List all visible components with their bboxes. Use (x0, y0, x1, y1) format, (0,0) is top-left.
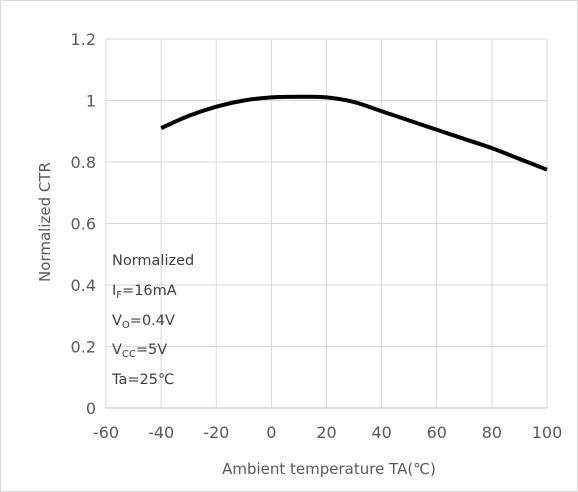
x-tick-label: 60 (427, 423, 447, 442)
annotation-line-5: Ta=25℃ (111, 372, 174, 388)
x-axis-title: Ambient temperature TA(℃) (222, 460, 436, 478)
annotation-line-2: IF=16mA (112, 283, 177, 301)
y-tick-label: 0.6 (71, 215, 96, 234)
x-tick-label: 80 (482, 423, 502, 442)
y-tick-label: 1 (86, 92, 96, 111)
y-tick-label: 0.2 (71, 338, 96, 357)
x-tick-label: 20 (316, 423, 336, 442)
annotation-block: Normalized IF=16mA VO=0.4V VCC=5V Ta=25℃ (111, 253, 194, 388)
x-tick-label: -40 (148, 423, 174, 442)
x-tick-label: 0 (266, 423, 276, 442)
y-axis-title: Normalized CTR (36, 162, 54, 282)
grid-lines (105, 38, 548, 409)
series-group (160, 94, 548, 172)
y-tick-label: 0 (86, 399, 96, 418)
x-tick-label: -60 (93, 423, 119, 442)
y-tick-label: 0.4 (71, 276, 96, 295)
y-tick-label: 0.8 (71, 153, 96, 172)
annotation-line-3: VO=0.4V (112, 313, 175, 331)
y-tick-labels: 0 0.2 0.4 0.6 0.8 1 1.2 (71, 30, 96, 418)
x-tick-labels: -60 -40 -20 0 20 40 60 80 100 (93, 423, 562, 442)
x-tick-label: -20 (203, 423, 229, 442)
x-tick-label: 100 (532, 423, 563, 442)
annotation-line-1: Normalized (112, 253, 194, 269)
series-line (160, 94, 548, 172)
annotation-line-4: VCC=5V (112, 342, 167, 360)
y-tick-label: 1.2 (71, 30, 96, 49)
x-tick-label: 40 (371, 423, 391, 442)
